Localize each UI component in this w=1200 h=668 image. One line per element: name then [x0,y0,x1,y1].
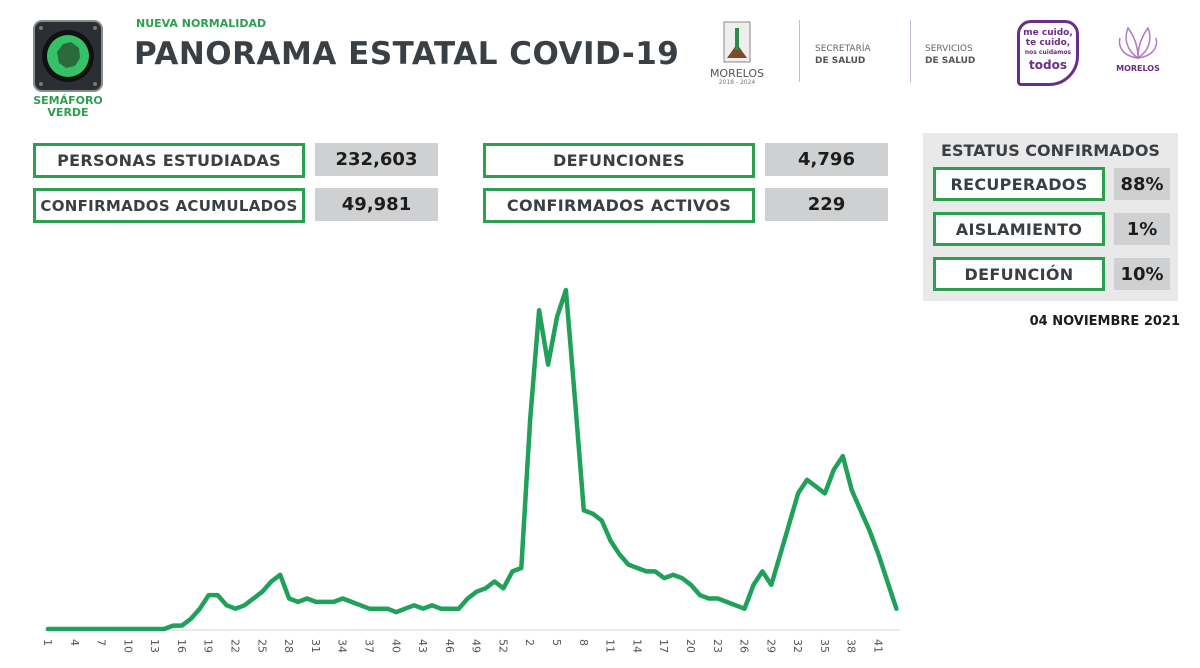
x-tick-label: 25 [255,639,268,653]
servicios-line2: DE SALUD [925,56,976,66]
x-tick-label: 38 [845,639,858,653]
x-tick-label: 13 [148,639,161,653]
x-tick-label: 28 [282,639,295,653]
stat-label-confirmados-acumulados: CONFIRMADOS ACUMULADOS [33,188,305,223]
morelos-years: 2018 - 2024 [718,79,756,86]
cases-line-chart: 1 4 7 10 13 16 19 22 25 28 31 34 37 40 43 46 49 52 2 5 8 11 14… [41,287,900,653]
stat-label-defunciones: DEFUNCIONES [483,143,755,178]
x-tick-label: 20 [684,639,697,653]
coat-of-arms-icon [723,21,751,63]
x-tick-label: 14 [630,639,643,653]
report-date: 04 NOVIEMBRE 2021 [1029,314,1180,329]
subtitle: NUEVA NORMALIDAD [136,17,267,30]
x-tick-label: 19 [202,639,215,653]
x-tick-label: 49 [470,639,483,653]
semaforo-line2: VERDE [47,106,89,119]
divider [910,20,911,82]
x-tick-label: 40 [389,639,402,653]
x-tick-label: 11 [604,639,617,653]
x-tick-label: 5 [550,639,563,646]
x-tick-label: 31 [309,639,322,653]
x-tick-label: 43 [416,639,429,653]
stat-value-confirmados-acumulados: 49,981 [315,188,438,221]
x-tick-label: 2 [523,639,536,646]
x-tick-label: 34 [336,639,349,653]
x-tick-label: 23 [711,639,724,653]
campaign-line1: me cuido, [1023,28,1073,38]
status-label-recuperados: RECUPERADOS [933,167,1105,201]
traffic-light-icon [33,20,103,92]
x-tick-label: 22 [229,639,242,653]
campaign-line4: todos [1029,58,1067,72]
lotus-icon [1118,26,1158,60]
stat-label-personas-estudiadas: PERSONAS ESTUDIADAS [33,143,305,178]
morelos-lotus-logo: MORELOS [1112,20,1164,73]
campaign-line3: nos cuidamos [1024,49,1072,56]
status-label-aislamiento: AISLAMIENTO [933,212,1105,246]
campaign-line2: te cuido, [1025,38,1071,48]
x-tick-label: 7 [95,639,108,646]
semaforo-line1: SEMÁFORO [33,94,103,107]
status-value-aislamiento: 1% [1114,213,1170,245]
x-tick-label: 37 [362,639,375,653]
divider [799,20,800,82]
x-tick-label: 8 [577,639,590,646]
stat-label-confirmados-activos: CONFIRMADOS ACTIVOS [483,188,755,223]
x-tick-label: 16 [175,639,188,653]
x-tick-label: 10 [121,639,134,653]
morelos-logo: MORELOS 2018 - 2024 [700,20,774,86]
x-tick-label: 32 [791,639,804,653]
servicios-logo: SERVICIOS DE SALUD [925,43,975,67]
servicios-line1: SERVICIOS [925,44,973,54]
status-value-defuncion: 10% [1114,258,1170,290]
semaforo-label: SEMÁFORO VERDE [28,95,108,119]
series-line [45,287,899,632]
morelos2-text: MORELOS [1116,64,1160,73]
x-tick-label: 1 [41,639,54,646]
stat-value-personas-estudiadas: 232,603 [315,143,438,176]
x-tick-label: 46 [443,639,456,653]
x-tick-label: 52 [496,639,509,653]
x-tick-label: 29 [764,639,777,653]
status-panel: ESTATUS CONFIRMADOS RECUPERADOS 88% AISL… [923,133,1178,301]
morelos-text: MORELOS [709,67,765,80]
stat-value-confirmados-activos: 229 [765,188,888,221]
secretaria-line2: DE SALUD [815,56,866,66]
x-tick-label: 4 [68,639,81,646]
status-value-recuperados: 88% [1114,168,1170,200]
secretaria-line1: SECRETARÍA [815,44,871,54]
x-tick-label: 17 [657,639,670,653]
status-label-defuncion: DEFUNCIÓN [933,257,1105,291]
x-tick-label: 41 [871,639,884,653]
page-title: PANORAMA ESTATAL COVID-19 [134,36,680,72]
status-title: ESTATUS CONFIRMADOS [941,141,1160,160]
secretaria-logo: SECRETARÍA DE SALUD [815,43,871,67]
campaign-logo: me cuido, te cuido, nos cuidamos todos [1017,20,1079,86]
x-tick-label: 35 [818,639,831,653]
stat-value-defunciones: 4,796 [765,143,888,176]
x-tick-label: 26 [738,639,751,653]
